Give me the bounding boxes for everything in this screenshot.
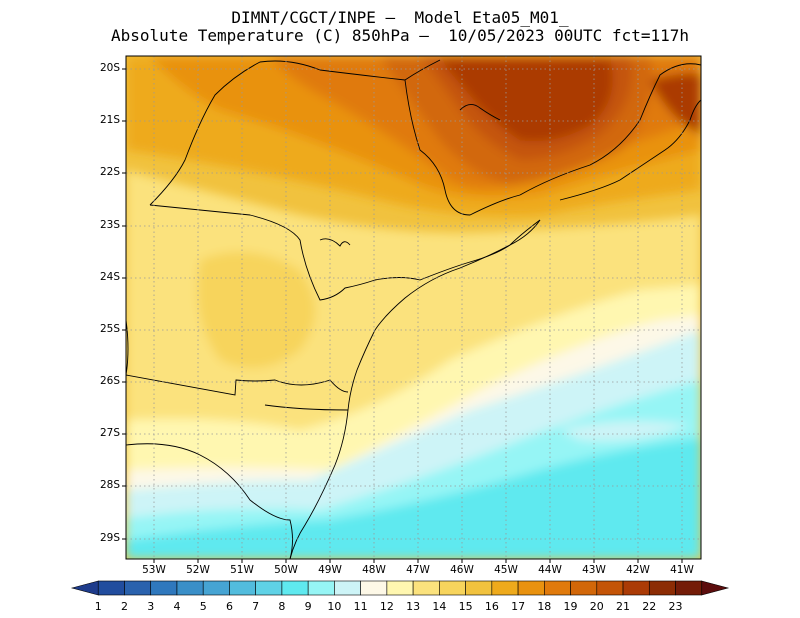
colorbar-label: 20 xyxy=(589,600,604,613)
band-10-patch xyxy=(560,421,690,441)
reservoir-2 xyxy=(319,238,351,247)
lat-label: 23S xyxy=(99,219,120,231)
lon-label: 41W xyxy=(670,564,694,576)
colorbar-swatch xyxy=(491,580,519,596)
colorbar-label: 17 xyxy=(511,600,526,613)
lon-label: 53W xyxy=(142,564,166,576)
lon-label: 52W xyxy=(186,564,210,576)
state-border-sc-rs-1 xyxy=(264,404,349,411)
lat-label: 24S xyxy=(99,271,120,283)
colorbar xyxy=(70,580,730,596)
lat-label: 21S xyxy=(99,114,120,126)
colorbar-label: 1 xyxy=(94,600,102,613)
colorbar-swatch xyxy=(334,580,361,596)
state-border-sc-rs-2 xyxy=(126,443,293,559)
lat-label: 26S xyxy=(99,375,120,387)
colorbar-label: 16 xyxy=(484,600,499,613)
map-frame xyxy=(125,55,702,560)
state-border-ms-sp xyxy=(149,60,521,216)
colorbar-label: 5 xyxy=(199,600,207,613)
band-21-east xyxy=(650,73,701,135)
lat-label: 25S xyxy=(99,323,120,335)
state-border-pr-sc xyxy=(126,374,349,396)
colorbar-swatch xyxy=(124,580,152,596)
colorbar-swatch xyxy=(229,580,256,596)
colorbar-label: 9 xyxy=(304,600,312,613)
state-border-mg-n xyxy=(404,59,441,81)
temperature-field xyxy=(126,56,701,559)
colorbar-swatch xyxy=(255,580,283,596)
colorbar-swatch xyxy=(570,580,598,596)
lat-label: 29S xyxy=(99,532,120,544)
graticule xyxy=(126,56,701,559)
lon-label: 44W xyxy=(538,564,562,576)
lon-label: 50W xyxy=(274,564,298,576)
colorbar-swatch xyxy=(412,580,440,596)
colorbar-label: 11 xyxy=(353,600,368,613)
lon-label: 45W xyxy=(494,564,518,576)
coastline xyxy=(289,219,541,559)
lon-label: 47W xyxy=(406,564,430,576)
colorbar-label: 13 xyxy=(406,600,421,613)
border-west xyxy=(126,319,129,376)
band-8 xyxy=(126,438,701,559)
lon-label: 46W xyxy=(450,564,474,576)
colorbar-swatch xyxy=(97,580,125,596)
coast-rj xyxy=(559,99,701,201)
colorbar-swatch xyxy=(544,580,571,596)
boundaries xyxy=(126,59,701,559)
state-border-mg-rj xyxy=(519,63,701,196)
colorbar-label: 4 xyxy=(173,600,181,613)
title-line-2: Absolute Temperature (C) 850hPa – 10/05/… xyxy=(111,26,689,45)
lon-label: 42W xyxy=(626,564,650,576)
colorbar-label: 23 xyxy=(668,600,683,613)
colorbar-swatch xyxy=(648,580,676,596)
colorbar-swatch xyxy=(596,580,624,596)
colorbar-label: 14 xyxy=(432,600,447,613)
colorbar-label: 21 xyxy=(616,600,631,613)
colorbar-swatch xyxy=(281,580,309,596)
lon-label: 43W xyxy=(582,564,606,576)
colorbar-swatch xyxy=(622,580,650,596)
lat-label: 27S xyxy=(99,427,120,439)
colorbar-swatch xyxy=(386,580,414,596)
colorbar-label: 22 xyxy=(642,600,657,613)
band-14-patch xyxy=(197,252,315,368)
lat-label: 22S xyxy=(99,166,120,178)
lon-label: 49W xyxy=(318,564,342,576)
lon-label: 51W xyxy=(230,564,254,576)
colorbar-swatch xyxy=(675,580,703,596)
colorbar-swatch xyxy=(70,580,99,596)
colorbar-swatch xyxy=(176,580,204,596)
colorbar-swatch xyxy=(517,580,545,596)
reservoir-1 xyxy=(459,104,501,121)
colorbar-label: 8 xyxy=(278,600,286,613)
colorbar-label: 6 xyxy=(225,600,233,613)
lat-label: 28S xyxy=(99,479,120,491)
axis-ticks xyxy=(122,68,683,563)
band-21 xyxy=(440,60,613,141)
colorbar-label: 19 xyxy=(563,600,578,613)
colorbar-label: 10 xyxy=(327,600,342,613)
colorbar-swatch xyxy=(465,580,493,596)
lat-label: 20S xyxy=(99,62,120,74)
colorbar-label: 12 xyxy=(379,600,394,613)
colorbar-label: 2 xyxy=(120,600,128,613)
colorbar-swatch xyxy=(360,580,388,596)
colorbar-label: 3 xyxy=(147,600,155,613)
lon-label: 48W xyxy=(362,564,386,576)
colorbar-swatch xyxy=(439,580,466,596)
colorbar-swatch xyxy=(701,580,730,596)
colorbar-swatch xyxy=(307,580,335,596)
colorbar-label: 18 xyxy=(537,600,552,613)
colorbar-label: 7 xyxy=(252,600,260,613)
title-line-1: DIMNT/CGCT/INPE – Model Eta05_M01_ xyxy=(231,8,569,27)
colorbar-swatch xyxy=(202,580,230,596)
colorbar-swatch xyxy=(150,580,178,596)
colorbar-label: 15 xyxy=(458,600,473,613)
